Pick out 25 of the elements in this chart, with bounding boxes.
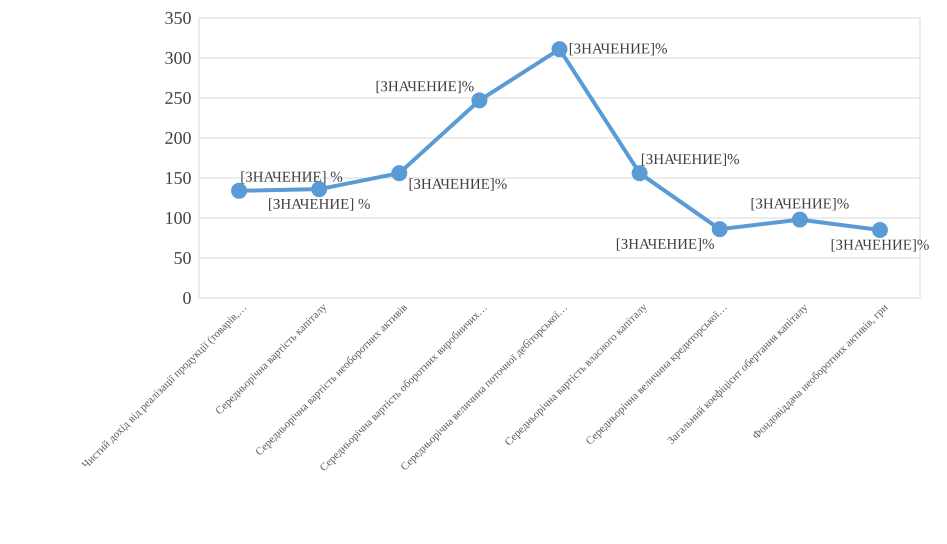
data-label: [ЗНАЧЕНИЕ]% — [752, 198, 849, 210]
y-tick-label: 50 — [174, 252, 191, 264]
data-label: [ЗНАЧЕНИЕ]% — [616, 238, 714, 251]
data-label: [ЗНАЧЕНИЕ]% — [376, 80, 474, 94]
point — [632, 165, 648, 182]
point — [792, 212, 808, 228]
data-label: [ЗНАЧЕНИЕ]% — [410, 178, 507, 191]
y-tick-label: 250 — [165, 92, 191, 104]
point — [471, 92, 488, 108]
y-tick-label: 150 — [166, 172, 191, 184]
y-tick-label: 100 — [166, 212, 191, 224]
point — [552, 41, 568, 58]
data-label: [ЗНАЧЕНИЕ] % — [241, 171, 342, 184]
data-label: [ЗНАЧЕНИЕ]% — [570, 43, 667, 56]
data-label: [ЗНАЧЕНИЕ] % — [269, 198, 370, 211]
point — [712, 221, 728, 238]
y-tick-label: 350 — [165, 12, 191, 24]
data-label: [ЗНАЧЕНИЕ]% — [642, 154, 740, 166]
point — [872, 222, 888, 238]
y-tick-label: 0 — [183, 292, 191, 304]
y-tick-label: 200 — [165, 132, 191, 144]
data-label: [ЗНАЧЕНИЕ]% — [832, 239, 929, 252]
point — [391, 165, 408, 182]
point — [231, 182, 248, 199]
y-tick-label: 300 — [165, 52, 191, 64]
